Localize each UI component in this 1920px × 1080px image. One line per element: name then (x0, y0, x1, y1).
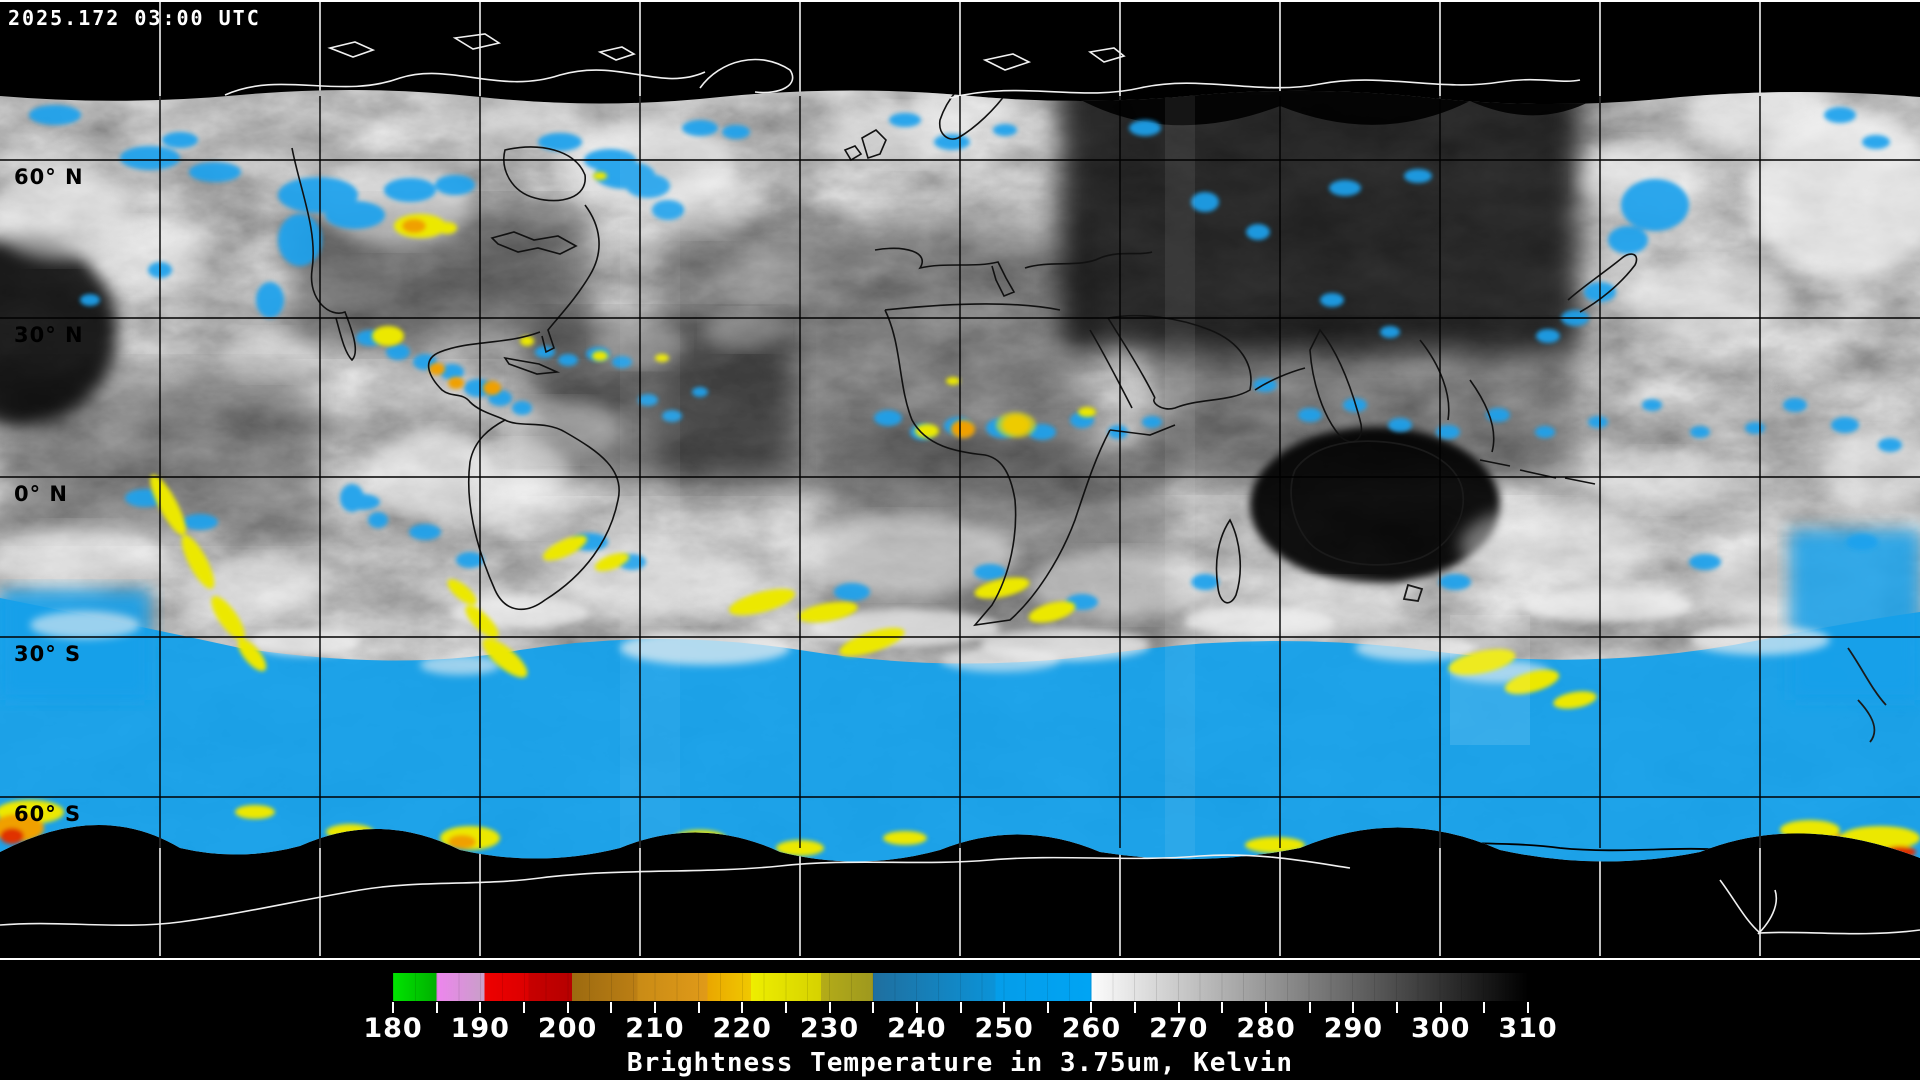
colorbar-caption: Brightness Temperature in 3.75um, Kelvin (626, 1048, 1294, 1078)
colorbar-tick (1265, 1002, 1268, 1013)
colorbar-steps-overlay (393, 973, 1528, 1001)
colorbar-tick-label: 240 (887, 1013, 947, 1044)
colorbar-tick (610, 1002, 613, 1013)
colorbar-tick-label: 220 (712, 1013, 772, 1044)
colorbar-tick-label: 310 (1498, 1013, 1558, 1044)
colorbar-tick-label: 200 (537, 1013, 598, 1044)
colorbar-tick (1046, 1002, 1049, 1013)
map-top-border (0, 0, 1920, 2)
colorbar-gradient (393, 973, 1528, 1001)
map-bottom-border (0, 958, 1920, 960)
coastlines-white (0, 33, 1920, 935)
colorbar-legend: 180 190 200 210 220 230 240 250 260 270 280 290 300 3… (0, 960, 1920, 1080)
colorbar-tick (915, 1002, 918, 1013)
colorbar-tick (522, 1002, 525, 1013)
colorbar-tick-label: 250 (974, 1013, 1034, 1044)
colorbar-tick (566, 1002, 569, 1013)
satellite-map: 2025.172 03:00 UTC 60° N 30° N 0° N 30° S 60… (0, 0, 1920, 958)
blue-cloud-patches (29, 105, 1902, 610)
colorbar-tick-label: 290 (1323, 1013, 1384, 1044)
grid-latitude-lines (0, 159, 1920, 798)
colorbar-tick (1134, 1002, 1137, 1013)
colorbar-tick (479, 1002, 482, 1013)
coastlines-black (291, 89, 1638, 627)
colorbar-tick (1221, 1002, 1224, 1013)
colorbar-tick-label: 180 (363, 1013, 423, 1044)
colorbar-tick (741, 1002, 744, 1013)
yellow-cold-cores (0, 172, 1920, 862)
colorbar-tick (1177, 1002, 1180, 1013)
colorbar-tick (1439, 1002, 1442, 1013)
colorbar-tick-label: 190 (450, 1013, 510, 1044)
colorbar-tick (828, 1002, 831, 1013)
colorbar-tick-label: 260 (1061, 1013, 1122, 1044)
grid-vertical-black (159, 96, 1761, 848)
colorbar-tick (1352, 1002, 1355, 1013)
colorbar-tick (1308, 1002, 1311, 1013)
colorbar-tick-label: 280 (1236, 1013, 1296, 1044)
colorbar-tick (1483, 1002, 1486, 1013)
colorbar-tick (697, 1002, 700, 1013)
colorbar-tick (1527, 1002, 1529, 1013)
colorbar-tick (392, 1002, 394, 1013)
colorbar-tick (959, 1002, 962, 1013)
colorbar-tick (784, 1002, 787, 1013)
colorbar-tick-label: 210 (625, 1013, 685, 1044)
colorbar-tick (1003, 1002, 1006, 1013)
colorbar-tick (653, 1002, 656, 1013)
colorbar-tick (435, 1002, 438, 1013)
colorbar-tick (1396, 1002, 1399, 1013)
colorbar-tick-label: 230 (799, 1013, 860, 1044)
colorbar-tick-label: 300 (1411, 1013, 1471, 1044)
satellite-map-image (0, 0, 1920, 958)
colorbar-tick (1090, 1002, 1093, 1013)
colorbar-tick-label: 270 (1149, 1013, 1209, 1044)
colorbar-tick (872, 1002, 875, 1013)
